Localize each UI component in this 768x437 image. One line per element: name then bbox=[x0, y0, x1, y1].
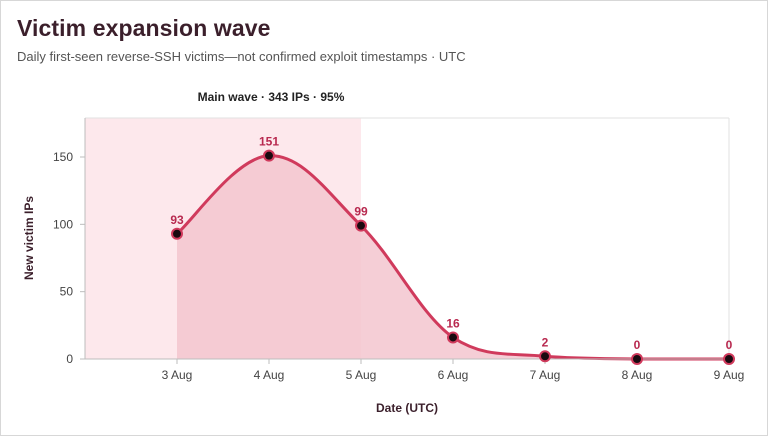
data-label: 0 bbox=[726, 338, 733, 352]
x-tick-label: 4 Aug bbox=[254, 368, 285, 382]
x-tick-label: 3 Aug bbox=[162, 368, 193, 382]
data-point bbox=[171, 227, 183, 240]
page-subtitle: Daily first-seen reverse-SSH victims—not… bbox=[17, 49, 466, 64]
y-tick-label: 150 bbox=[53, 150, 73, 164]
series-area bbox=[177, 155, 729, 359]
data-point bbox=[723, 353, 735, 365]
data-points bbox=[171, 149, 735, 365]
data-point bbox=[539, 350, 551, 363]
y-axis-label: New victim IPs bbox=[22, 196, 36, 280]
data-point bbox=[263, 149, 275, 162]
y-tick-label: 50 bbox=[60, 285, 74, 299]
x-axis-label: Date (UTC) bbox=[376, 401, 438, 415]
y-ticks: 0 50 100 150 bbox=[53, 150, 85, 366]
y-tick-label: 100 bbox=[53, 217, 73, 231]
x-tick-label: 8 Aug bbox=[622, 368, 653, 382]
data-labels: 93 151 99 16 2 0 0 bbox=[170, 135, 732, 352]
data-point bbox=[355, 219, 367, 232]
page-title: Victim expansion wave bbox=[17, 15, 271, 41]
y-tick-label: 0 bbox=[66, 352, 73, 366]
data-label: 0 bbox=[634, 338, 641, 352]
x-tick-label: 6 Aug bbox=[438, 368, 469, 382]
data-label: 16 bbox=[446, 316, 460, 330]
x-tick-label: 5 Aug bbox=[346, 368, 377, 382]
x-tick-label: 7 Aug bbox=[530, 368, 561, 382]
data-point bbox=[631, 353, 643, 365]
data-label: 99 bbox=[354, 205, 368, 219]
x-tick-label: 9 Aug bbox=[714, 368, 745, 382]
data-label: 151 bbox=[259, 135, 279, 149]
data-label: 93 bbox=[170, 213, 184, 227]
data-point bbox=[447, 331, 459, 344]
x-ticks: 3 Aug 4 Aug 5 Aug 6 Aug 7 Aug 8 Aug 9 Aug bbox=[162, 359, 745, 382]
main-wave-annotation: Main wave · 343 IPs · 95% bbox=[198, 90, 345, 104]
data-label: 2 bbox=[542, 335, 549, 349]
